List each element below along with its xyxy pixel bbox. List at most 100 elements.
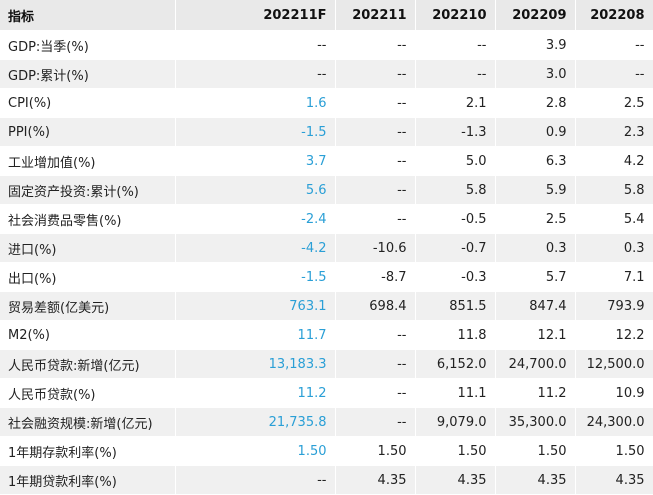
forecast-value-cell: 11.2 <box>175 378 336 408</box>
value-cell: 3.9 <box>495 30 576 60</box>
value-cell: 4.35 <box>335 465 416 495</box>
row-label: GDP:当季(%) <box>0 30 176 60</box>
table-row[interactable]: 社会融资规模:新增(亿元) 21,735.8 -- 9,079.0 35,300.0 24… <box>0 407 653 437</box>
table-row[interactable]: 工业增加值(%) 3.7 -- 5.0 6.3 4.2 <box>0 146 653 176</box>
value-cell: -- <box>335 378 416 408</box>
value-cell: -- <box>335 146 416 176</box>
value-cell: 0.3 <box>575 233 653 263</box>
value-cell: -- <box>335 30 416 60</box>
value-cell: -10.6 <box>335 233 416 263</box>
value-cell: -- <box>335 349 416 379</box>
value-cell: 6.3 <box>495 146 576 176</box>
value-cell: 12,500.0 <box>575 349 653 379</box>
forecast-value-cell: -- <box>175 30 336 60</box>
value-cell: -8.7 <box>335 262 416 292</box>
table-row[interactable]: GDP:累计(%) -- -- -- 3.0 -- <box>0 59 653 89</box>
forecast-value-cell: -4.2 <box>175 233 336 263</box>
value-cell: 0.9 <box>495 117 576 147</box>
value-cell: 5.8 <box>575 175 653 205</box>
value-cell: 2.3 <box>575 117 653 147</box>
forecast-value-cell: -- <box>175 465 336 495</box>
value-cell: 5.8 <box>415 175 496 205</box>
value-cell: 847.4 <box>495 291 576 321</box>
forecast-value-cell: 21,735.8 <box>175 407 336 437</box>
table-row[interactable]: 社会消费品零售(%) -2.4 -- -0.5 2.5 5.4 <box>0 204 653 234</box>
table-row[interactable]: 人民币贷款(%) 11.2 -- 11.1 11.2 10.9 <box>0 378 653 408</box>
row-label: 出口(%) <box>0 262 176 292</box>
header-indicator[interactable]: 指标 <box>0 0 176 31</box>
header-period[interactable]: 202209 <box>495 0 576 31</box>
value-cell: -- <box>575 59 653 89</box>
value-cell: 11.8 <box>415 320 496 350</box>
table-row[interactable]: 固定资产投资:累计(%) 5.6 -- 5.8 5.9 5.8 <box>0 175 653 205</box>
row-label: 社会消费品零售(%) <box>0 204 176 234</box>
value-cell: 2.5 <box>495 204 576 234</box>
value-cell: -- <box>335 407 416 437</box>
row-label: PPI(%) <box>0 117 176 147</box>
value-cell: 24,700.0 <box>495 349 576 379</box>
header-row: 指标 202211F 202211 202210 202209 202208 <box>0 0 653 31</box>
value-cell: 11.1 <box>415 378 496 408</box>
value-cell: 24,300.0 <box>575 407 653 437</box>
value-cell: 3.0 <box>495 59 576 89</box>
forecast-value-cell: 3.7 <box>175 146 336 176</box>
table-row[interactable]: 人民币贷款:新增(亿元) 13,183.3 -- 6,152.0 24,700.0 12,… <box>0 349 653 379</box>
row-label: GDP:累计(%) <box>0 59 176 89</box>
value-cell: -- <box>575 30 653 60</box>
table-row[interactable]: 出口(%) -1.5 -8.7 -0.3 5.7 7.1 <box>0 262 653 292</box>
value-cell: 698.4 <box>335 291 416 321</box>
table-header: 指标 202211F 202211 202210 202209 202208 <box>0 0 653 31</box>
forecast-value-cell: 1.6 <box>175 88 336 118</box>
value-cell: -- <box>335 175 416 205</box>
value-cell: 4.35 <box>495 465 576 495</box>
row-label: 1年期贷款利率(%) <box>0 465 176 495</box>
value-cell: 0.3 <box>495 233 576 263</box>
value-cell: 4.35 <box>415 465 496 495</box>
value-cell: 11.2 <box>495 378 576 408</box>
value-cell: 9,079.0 <box>415 407 496 437</box>
table-row[interactable]: 1年期存款利率(%) 1.50 1.50 1.50 1.50 1.50 <box>0 436 653 466</box>
value-cell: 5.0 <box>415 146 496 176</box>
forecast-value-cell: 763.1 <box>175 291 336 321</box>
table-row[interactable]: GDP:当季(%) -- -- -- 3.9 -- <box>0 30 653 60</box>
value-cell: -- <box>335 204 416 234</box>
value-cell: 35,300.0 <box>495 407 576 437</box>
value-cell: 793.9 <box>575 291 653 321</box>
table-row[interactable]: CPI(%) 1.6 -- 2.1 2.8 2.5 <box>0 88 653 118</box>
row-label: 社会融资规模:新增(亿元) <box>0 407 176 437</box>
value-cell: 1.50 <box>335 436 416 466</box>
value-cell: 6,152.0 <box>415 349 496 379</box>
header-period[interactable]: 202211 <box>335 0 416 31</box>
value-cell: 1.50 <box>575 436 653 466</box>
value-cell: -0.3 <box>415 262 496 292</box>
value-cell: 851.5 <box>415 291 496 321</box>
table-row[interactable]: 进口(%) -4.2 -10.6 -0.7 0.3 0.3 <box>0 233 653 263</box>
header-period[interactable]: 202211F <box>175 0 336 31</box>
value-cell: -0.7 <box>415 233 496 263</box>
value-cell: 7.1 <box>575 262 653 292</box>
value-cell: 5.4 <box>575 204 653 234</box>
value-cell: 5.9 <box>495 175 576 205</box>
value-cell: 10.9 <box>575 378 653 408</box>
value-cell: -- <box>415 30 496 60</box>
header-period[interactable]: 202210 <box>415 0 496 31</box>
row-label: 人民币贷款(%) <box>0 378 176 408</box>
header-period[interactable]: 202208 <box>575 0 653 31</box>
forecast-value-cell: -- <box>175 59 336 89</box>
value-cell: 1.50 <box>495 436 576 466</box>
forecast-value-cell: 13,183.3 <box>175 349 336 379</box>
table-row[interactable]: PPI(%) -1.5 -- -1.3 0.9 2.3 <box>0 117 653 147</box>
row-label: 进口(%) <box>0 233 176 263</box>
row-label: 固定资产投资:累计(%) <box>0 175 176 205</box>
table-row[interactable]: 1年期贷款利率(%) -- 4.35 4.35 4.35 4.35 <box>0 465 653 495</box>
value-cell: -- <box>335 320 416 350</box>
table-row[interactable]: 贸易差额(亿美元) 763.1 698.4 851.5 847.4 793.9 <box>0 291 653 321</box>
value-cell: 4.35 <box>575 465 653 495</box>
value-cell: -- <box>335 59 416 89</box>
forecast-value-cell: -1.5 <box>175 117 336 147</box>
table-row[interactable]: M2(%) 11.7 -- 11.8 12.1 12.2 <box>0 320 653 350</box>
value-cell: 2.5 <box>575 88 653 118</box>
value-cell: -- <box>415 59 496 89</box>
forecast-value-cell: -2.4 <box>175 204 336 234</box>
